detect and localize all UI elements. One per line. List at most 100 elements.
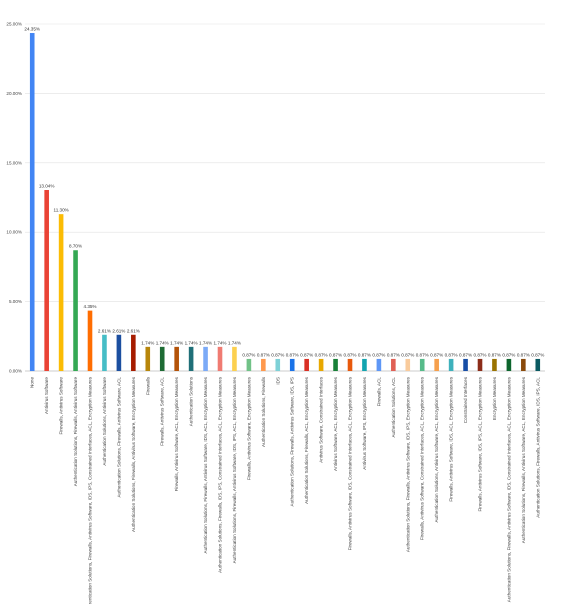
bar [333, 358, 338, 371]
bar [246, 358, 252, 371]
bar [376, 358, 382, 371]
x-tick-label: Constrained Interfaces [463, 376, 468, 423]
bar [87, 310, 93, 371]
bar [405, 358, 411, 371]
bar [419, 358, 425, 371]
value-label: 1.74% [185, 340, 198, 345]
value-label: 1.74% [141, 340, 154, 345]
x-tick-label: Firewalls [145, 376, 150, 395]
bar [318, 358, 324, 371]
value-label: 2.61% [112, 328, 125, 333]
x-tick-label: Firewalls, Antivirus Software, ACL, Encr… [174, 376, 179, 491]
x-tick-label: Authentication Solutions, Firewalls, Ant… [506, 376, 511, 602]
y-tick-label: 5.00% [9, 299, 22, 304]
x-tick-label: Firewalls, Antivirus Software, ACL [160, 377, 165, 446]
bar [232, 346, 237, 371]
x-tick-label: Authentication Solutions, Firewalls, Ant… [232, 376, 237, 563]
x-tick-label: Firewalls, Antivirus Software, IDS, IPS,… [478, 376, 483, 511]
value-label: 0.87% [372, 352, 385, 357]
bar [58, 214, 64, 371]
bar [477, 358, 483, 371]
value-label: 0.87% [416, 352, 429, 357]
bar [29, 33, 35, 371]
bar [347, 358, 353, 371]
value-label: 1.74% [199, 340, 212, 345]
value-label: 0.87% [445, 352, 458, 357]
value-label: 0.87% [329, 352, 342, 357]
value-label: 0.87% [473, 352, 486, 357]
bar [289, 358, 295, 371]
value-label: 0.87% [459, 352, 472, 357]
x-tick-label: Authentication Solutions, Firewalls, IDS… [218, 376, 223, 573]
x-tick-label: Authentication Solutions, Firewalls, ACL… [304, 376, 309, 504]
bar [492, 358, 497, 371]
bar [391, 358, 396, 371]
x-tick-label: Firewalls, ACL [376, 377, 381, 407]
bar [44, 190, 49, 371]
bar [159, 346, 165, 371]
x-tick-label: Antivirus Software, Constrained Interfac… [319, 376, 324, 462]
bar [116, 334, 122, 371]
value-label: 0.87% [358, 352, 371, 357]
x-tick-label: Antivirus Software [44, 377, 49, 414]
bar [506, 358, 512, 371]
value-label: 24.35% [24, 27, 40, 32]
x-tick-label: Authentication Solutions, Antivirus Soft… [434, 376, 439, 522]
bar [203, 346, 208, 371]
x-tick-label: Authentication Solutions, Firewalls, Ant… [290, 377, 295, 506]
x-tick-label: Firewalls, Antivirus Software, Constrain… [420, 376, 425, 540]
value-label: 1.74% [213, 340, 226, 345]
value-label: 8.70% [69, 244, 82, 249]
bar [521, 358, 526, 371]
value-label: 0.87% [430, 352, 443, 357]
x-tick-label: Encryption Measures [492, 376, 497, 420]
y-tick-label: 10.00% [6, 230, 22, 235]
bar [434, 358, 439, 371]
value-label: 0.87% [315, 352, 328, 357]
bar [304, 358, 309, 371]
x-tick-label: Authentication Solutions [189, 376, 194, 426]
value-label: 0.87% [488, 352, 501, 357]
x-tick-label: Authentication Solutions, Antivirus Soft… [102, 377, 107, 466]
value-label: 2.61% [98, 328, 111, 333]
bar [131, 334, 136, 371]
value-label: 0.87% [387, 352, 400, 357]
y-tick-label: 0.00% [9, 369, 22, 374]
x-tick-label: None [30, 377, 35, 388]
x-tick-label: Antivirus Software, ACL, Encryption Meas… [333, 376, 338, 471]
bar [188, 346, 194, 371]
bar [275, 358, 281, 371]
x-tick-label: Authentication Solutions, ACL [391, 377, 396, 438]
x-tick-label: Authentication Solutions, Firewalls, Ant… [203, 376, 208, 553]
bar [448, 358, 454, 371]
value-label: 0.87% [300, 352, 313, 357]
x-tick-label: Authentication Solutions, Firewalls, Ant… [521, 376, 526, 543]
value-label: 13.04% [39, 184, 55, 189]
x-tick-label: Antivirus Software, IPS, Encryption Meas… [362, 376, 367, 469]
x-tick-label: Firewalls, Antivirus Software, IDS, Cons… [348, 376, 353, 550]
x-tick-label: Authentication Solutions, Firewalls, Ant… [131, 376, 136, 532]
x-tick-label: Authentication Solutions, Firewalls, Ant… [535, 377, 540, 518]
x-tick-label: Authentication Solutions, Firewalls, Ant… [88, 376, 93, 604]
y-tick-label: 20.00% [6, 91, 22, 96]
value-label: 11.30% [53, 208, 68, 213]
bar [145, 346, 151, 371]
x-tick-label: Firewalls, Antivirus Software, IDS, ACL,… [449, 376, 454, 501]
bar [174, 346, 179, 371]
y-tick-label: 25.00% [6, 22, 22, 27]
bar [73, 250, 78, 371]
x-tick-label: IDS [275, 377, 280, 385]
bar [362, 358, 367, 371]
value-label: 1.74% [228, 340, 241, 345]
value-label: 0.87% [401, 352, 414, 357]
bar [217, 346, 223, 371]
x-tick-label: Authentication Solutions, Firewalls [261, 376, 266, 447]
value-label: 2.61% [127, 328, 140, 333]
x-tick-label: Authentication Solutions, Firewalls, Ant… [405, 376, 410, 552]
x-tick-label: Firewalls, Antivirus Software [59, 377, 64, 435]
value-label: 0.87% [531, 352, 544, 357]
value-label: 0.87% [502, 352, 515, 357]
value-label: 0.87% [242, 352, 255, 357]
value-label: 1.74% [156, 340, 169, 345]
